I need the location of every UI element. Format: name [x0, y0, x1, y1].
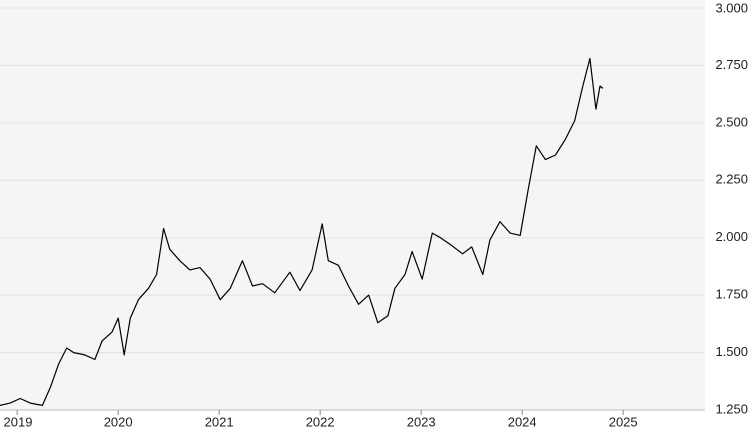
y-tick-label: 2.000 — [715, 229, 748, 244]
y-tick-label: 2.500 — [715, 114, 748, 129]
y-tick-label: 2.750 — [715, 57, 748, 72]
y-tick-label: 3.000 — [715, 0, 748, 15]
x-tick-label: 2023 — [407, 414, 436, 429]
x-tick-label: 2020 — [104, 414, 133, 429]
plot-background — [0, 0, 705, 410]
x-tick-label: 2024 — [508, 414, 537, 429]
x-tick-label: 2019 — [4, 414, 33, 429]
price-line — [0, 57, 604, 406]
x-tick-label: 2022 — [306, 414, 335, 429]
y-tick-label: 1.750 — [715, 287, 748, 302]
y-tick-label: 1.500 — [715, 344, 748, 359]
x-tick-label: 2021 — [205, 414, 234, 429]
y-tick-label: 2.250 — [715, 172, 748, 187]
y-tick-label: 1.250 — [715, 401, 748, 416]
x-tick-label: 2025 — [609, 414, 638, 429]
